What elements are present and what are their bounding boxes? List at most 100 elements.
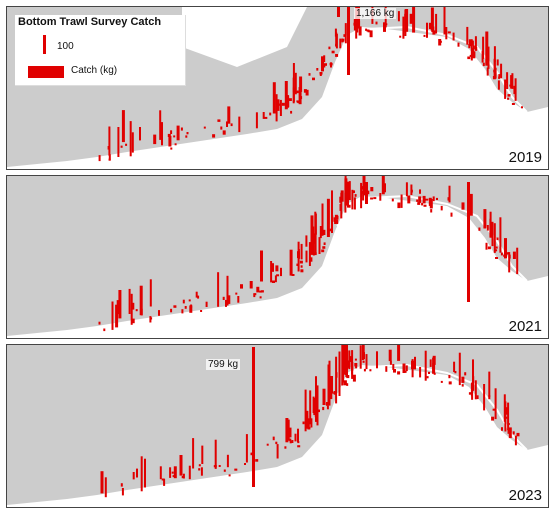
catch-bar	[393, 369, 396, 373]
catch-bar	[158, 310, 160, 316]
catch-bar	[284, 446, 287, 449]
catch-bar	[392, 364, 395, 370]
catch-bar	[184, 306, 187, 309]
catch-bar	[354, 358, 357, 361]
catch-bar	[172, 475, 176, 478]
catch-bar	[474, 380, 477, 400]
catch-bar	[447, 197, 451, 201]
catch-bar	[475, 47, 478, 51]
catch-bar	[426, 376, 429, 379]
catch-bar	[284, 81, 288, 110]
catch-bar	[128, 288, 131, 314]
catch-bar	[197, 295, 200, 299]
catch-bar	[312, 77, 315, 81]
catch-bar	[512, 251, 516, 259]
catch-bar	[430, 7, 434, 30]
catch-bar	[491, 221, 494, 247]
catch-bar	[328, 46, 331, 50]
catch-bar	[489, 211, 492, 238]
catch-bar	[344, 176, 347, 198]
catch-bar	[116, 300, 119, 315]
catch-bar	[366, 29, 370, 32]
catch-bar	[226, 454, 229, 468]
catch-bar	[129, 121, 132, 157]
catch-bar	[297, 445, 301, 448]
catch-bar	[494, 388, 497, 420]
panel-year: 2021	[508, 318, 542, 335]
catch-bar	[98, 155, 101, 162]
catch-bar	[281, 102, 285, 106]
catch-bar	[423, 204, 427, 207]
catch-bar	[287, 99, 290, 107]
catch-bar	[492, 408, 496, 411]
catch-bar	[331, 50, 335, 54]
catch-bar	[469, 193, 473, 216]
catch-bar	[362, 360, 365, 363]
catch-bar	[379, 193, 382, 201]
catch-bar	[240, 284, 243, 289]
catch-bar	[323, 55, 326, 63]
catch-bar	[495, 257, 498, 259]
catch-bar	[227, 106, 231, 124]
catch-bar	[343, 34, 346, 37]
catch-bar	[272, 280, 275, 283]
catch-bar	[352, 190, 355, 193]
catch-bar	[149, 279, 152, 307]
catch-bar	[274, 275, 277, 283]
catch-bar	[353, 197, 356, 210]
alaska-landmass	[7, 176, 548, 336]
catch-bar	[500, 63, 503, 79]
catch-bar	[250, 452, 253, 455]
catch-bar	[355, 364, 358, 369]
catch-bar	[496, 237, 499, 241]
catch-bar	[397, 371, 401, 375]
catch-bar	[205, 301, 208, 307]
catch-bar	[305, 250, 308, 263]
legend-swatch	[28, 66, 64, 78]
catch-bar	[111, 301, 114, 330]
catch-bar	[264, 116, 268, 119]
catch-bar	[472, 359, 474, 391]
catch-bar	[419, 189, 421, 194]
catch-bar	[351, 189, 354, 210]
catch-bar	[121, 488, 124, 496]
catch-bar	[354, 363, 358, 367]
catch-bar	[192, 438, 195, 469]
catch-bar	[493, 69, 496, 73]
catch-bar	[504, 416, 508, 419]
catch-bar	[297, 428, 299, 443]
catch-bar	[279, 99, 282, 116]
catch-bar	[478, 227, 481, 231]
catch-bar	[163, 478, 166, 486]
catch-bar	[132, 302, 135, 310]
catch-bar	[230, 123, 233, 127]
catch-bar	[370, 197, 374, 200]
catch-bar	[485, 242, 488, 250]
catch-bar	[289, 427, 292, 438]
max-catch-label: 799 kg	[206, 359, 241, 370]
catch-bar	[482, 62, 485, 67]
catch-bar	[182, 299, 185, 304]
catch-bar	[322, 246, 326, 249]
catch-bar	[255, 459, 259, 462]
catch-bar	[384, 183, 386, 193]
catch-bar	[376, 351, 378, 369]
catch-bar	[397, 202, 401, 209]
catch-bar	[370, 187, 374, 192]
catch-bar	[333, 391, 336, 395]
catch-bar	[516, 432, 520, 437]
catch-bar	[185, 135, 188, 138]
catch-bar	[400, 194, 403, 208]
catch-bar	[308, 73, 311, 76]
catch-bar	[287, 430, 290, 434]
catch-bar	[98, 321, 101, 325]
catch-bars-2023	[100, 345, 520, 498]
catch-bar	[497, 80, 500, 90]
catch-bar	[212, 134, 216, 138]
catch-bar	[312, 226, 315, 243]
catch-bar	[397, 11, 400, 22]
catch-bar	[348, 350, 351, 370]
max-catch-label: 1,166 kg	[354, 8, 397, 19]
catch-bar	[104, 477, 107, 498]
catch-bar	[508, 252, 511, 273]
